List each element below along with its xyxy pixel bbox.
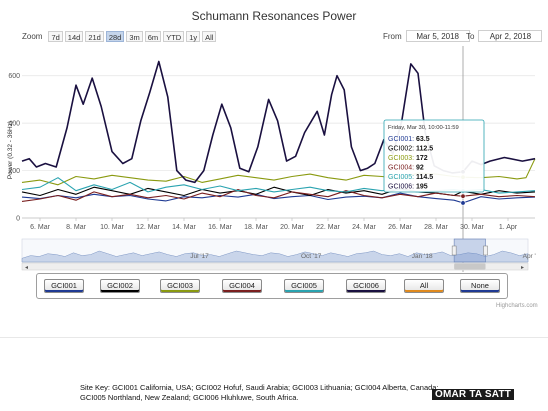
series-line-gci004[interactable] bbox=[21, 188, 536, 202]
legend-item-gci005[interactable]: GCI005 bbox=[284, 279, 324, 293]
x-tick-label: 28. Mar bbox=[424, 224, 448, 231]
y-axis-title: Power (0.32 - 36Hz) bbox=[7, 121, 14, 179]
navigator-label: Oct '17 bbox=[301, 253, 322, 260]
legend-item-all[interactable]: All bbox=[404, 279, 444, 293]
tooltip-row: GCI004: 92 bbox=[388, 165, 424, 172]
watermark: OMAR TA SATT bbox=[432, 389, 515, 400]
x-tick-label: 10. Mar bbox=[100, 224, 124, 231]
scrollbar-thumb[interactable] bbox=[454, 263, 486, 270]
zoom-button-all[interactable]: All bbox=[202, 30, 217, 42]
tooltip-box bbox=[383, 119, 485, 193]
x-tick-label: 8. Mar bbox=[66, 224, 87, 231]
legend-item-none[interactable]: None bbox=[460, 279, 500, 293]
navigator-label: Jan '18 bbox=[412, 253, 433, 260]
to-label: To bbox=[466, 31, 475, 41]
navigator-series bbox=[21, 250, 529, 263]
x-tick-label: 6. Mar bbox=[30, 224, 51, 231]
tooltip-row: GCI003: 172 bbox=[388, 155, 428, 162]
y-axis-ticks: 0 200 400 600 bbox=[8, 73, 20, 222]
zoom-button-7d[interactable]: 7d bbox=[48, 30, 63, 42]
y-tick-label: 200 bbox=[8, 168, 20, 175]
navigator[interactable]: Jul '17 Oct '17 Jan '18 Apr ' ◂ ▸ bbox=[21, 238, 536, 271]
legend-item-gci002[interactable]: GCI002 bbox=[100, 279, 140, 293]
highcharts-credit[interactable]: Highcharts.com bbox=[496, 303, 538, 309]
navigator-handle-left[interactable] bbox=[451, 245, 457, 256]
zoom-label: Zoom bbox=[22, 31, 43, 41]
zoom-buttons: 7d 14d 21d 28d 3m 6m YTD 1y All bbox=[48, 30, 218, 42]
x-tick-label: 24. Mar bbox=[352, 224, 376, 231]
scroll-left-arrow[interactable]: ◂ bbox=[25, 265, 28, 271]
x-tick-label: 12. Mar bbox=[136, 224, 160, 231]
scroll-right-arrow[interactable]: ▸ bbox=[521, 265, 524, 271]
zoom-button-21d[interactable]: 21d bbox=[85, 30, 104, 42]
x-tick-label: 18. Mar bbox=[244, 224, 268, 231]
navigator-selection[interactable] bbox=[453, 238, 486, 263]
tooltip-row: GCI006: 195 bbox=[388, 184, 428, 191]
range-from: From bbox=[383, 30, 470, 42]
from-date-input[interactable] bbox=[405, 30, 470, 42]
y-tick-label: 600 bbox=[8, 73, 20, 80]
y-tick-label: 0 bbox=[16, 216, 20, 223]
zoom-button-28d[interactable]: 28d bbox=[105, 30, 125, 42]
legend-item-gci006[interactable]: GCI006 bbox=[346, 279, 386, 293]
navigator-scrollbar[interactable] bbox=[21, 262, 529, 271]
range-to: To bbox=[466, 30, 543, 42]
tooltip: Friday, Mar 30, 10:00-11:59 GCI001: 63.5 G… bbox=[383, 119, 485, 193]
x-tick-label: 1. Apr bbox=[499, 224, 518, 231]
tooltip-row: GCI001: 63.5 bbox=[388, 136, 430, 143]
zoom-button-ytd[interactable]: YTD bbox=[163, 30, 185, 42]
navigator-label: Apr ' bbox=[523, 253, 536, 260]
navigator-label: Jul '17 bbox=[190, 253, 209, 260]
hover-marker bbox=[460, 193, 466, 199]
x-tick-label: 30. Mar bbox=[460, 224, 484, 231]
series-line-gci002[interactable] bbox=[21, 186, 536, 197]
x-tick-label: 20. Mar bbox=[280, 224, 304, 231]
zoom-button-6m[interactable]: 6m bbox=[144, 30, 162, 42]
zoom-button-1y[interactable]: 1y bbox=[186, 30, 201, 42]
to-date-input[interactable] bbox=[478, 30, 543, 42]
legend-item-gci003[interactable]: GCI003 bbox=[160, 279, 200, 293]
zoom-button-14d[interactable]: 14d bbox=[64, 30, 84, 42]
series-line-gci001[interactable] bbox=[21, 192, 536, 204]
zoom-selector: Zoom 7d 14d 21d 28d 3m 6m YTD 1y All bbox=[22, 30, 218, 42]
x-tick-label: 14. Mar bbox=[172, 224, 196, 231]
from-label: From bbox=[383, 31, 402, 41]
hover-marker bbox=[460, 200, 466, 206]
navigator-handle-right[interactable] bbox=[483, 245, 488, 256]
y-tick-label: 400 bbox=[8, 121, 20, 128]
legend-item-gci004[interactable]: GCI004 bbox=[222, 279, 262, 293]
legend-item-gci001[interactable]: GCI001 bbox=[44, 279, 84, 293]
chart-title: Schumann Resonances Power bbox=[191, 9, 357, 23]
zoom-button-3m[interactable]: 3m bbox=[126, 30, 143, 42]
x-tick-label: 26. Mar bbox=[388, 224, 412, 231]
x-axis-ticks: 6. Mar 8. Mar 10. Mar 12. Mar 14. Mar 16. Mar… bbox=[22, 217, 535, 231]
divider bbox=[0, 337, 548, 338]
x-tick-label: 16. Mar bbox=[208, 224, 232, 231]
tooltip-row: GCI002: 112.5 bbox=[388, 146, 433, 153]
site-key: Site Key: GCI001 California, USA; GCI002… bbox=[80, 383, 439, 402]
x-tick-label: 22. Mar bbox=[316, 224, 340, 231]
tooltip-header: Friday, Mar 30, 10:00-11:59 bbox=[388, 125, 459, 131]
tooltip-row: GCI005: 114.5 bbox=[388, 174, 433, 181]
line-chart: 0 200 400 600 Power (0.32 - 36Hz) 6. Mar 8. … bbox=[7, 46, 536, 272]
